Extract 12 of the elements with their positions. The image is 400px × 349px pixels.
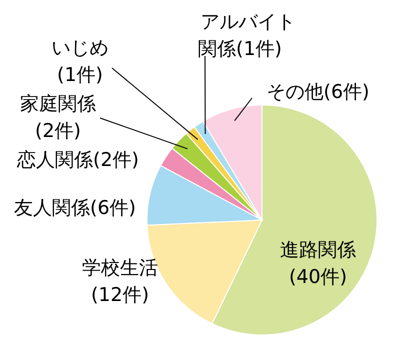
data-label: (40件) <box>288 266 348 288</box>
slice-label: 家庭関係 <box>20 93 96 115</box>
slice-label: 恋人関係(2件) <box>16 149 139 171</box>
slice-label: いじめ <box>52 37 108 59</box>
slice-label: アルバイト関係(1件) <box>198 11 296 60</box>
slice-label: 友人関係(6件) <box>14 197 136 219</box>
data-label: (12件) <box>90 284 150 306</box>
slice-label: 進路関係 <box>280 239 356 261</box>
data-label: (2件) <box>35 120 81 142</box>
slice-label: その他(6件) <box>266 81 370 103</box>
data-label: (1件) <box>57 64 103 86</box>
slice-label: 学校生活 <box>82 257 158 279</box>
